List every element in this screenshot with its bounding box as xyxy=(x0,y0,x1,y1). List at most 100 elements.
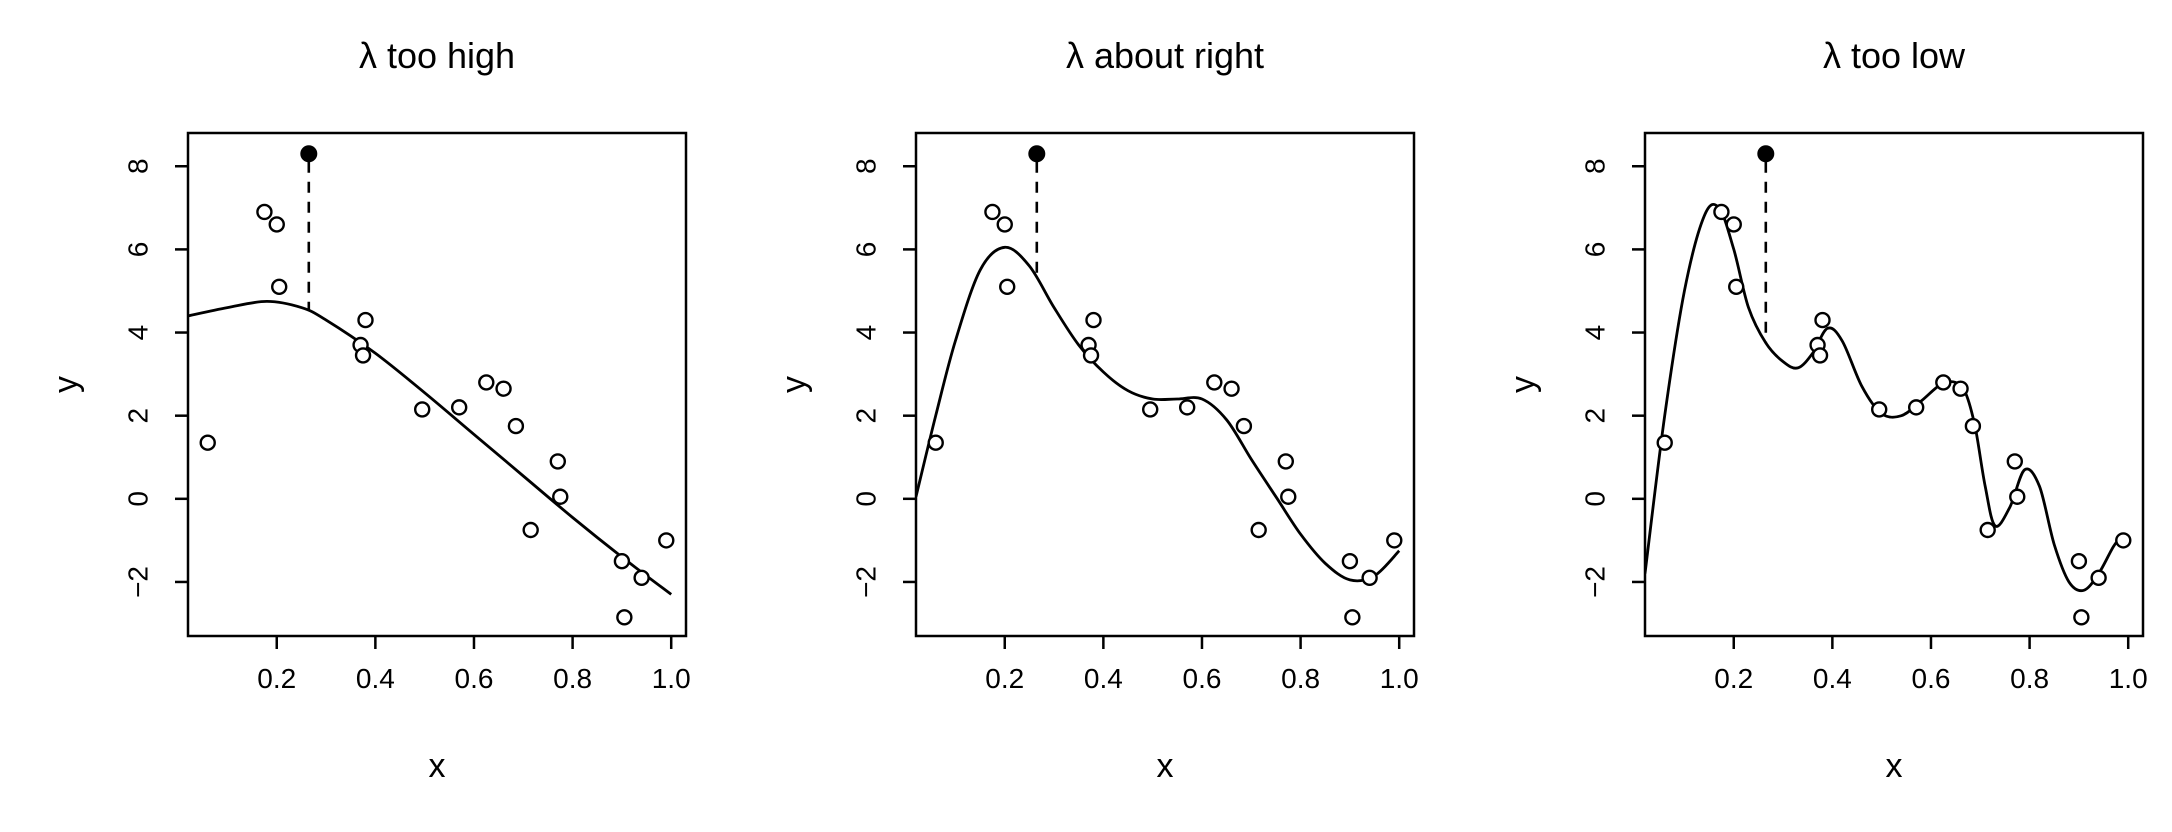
y-axis-label: y xyxy=(47,376,85,393)
data-point xyxy=(2006,453,2024,470)
data-point xyxy=(613,552,631,570)
data-point xyxy=(1964,417,1982,435)
data-point xyxy=(552,488,569,505)
y-tick-label: −2 xyxy=(122,566,153,598)
x-axis-label: x xyxy=(1886,747,1903,785)
plot-frame xyxy=(186,131,688,638)
data-point xyxy=(2115,532,2132,549)
highlight-point xyxy=(300,145,318,163)
data-point xyxy=(1344,609,1361,626)
y-axis: −2 0 2 4 6 8 xyxy=(122,158,188,598)
data-point xyxy=(2070,552,2088,570)
highlight-point xyxy=(1757,145,1775,163)
chart-title: λ about right xyxy=(1066,35,1264,76)
x-tick-label: 0.6 xyxy=(455,663,494,694)
y-tick-label: 6 xyxy=(122,242,153,258)
data-point xyxy=(1235,417,1253,435)
x-tick-label: 1.0 xyxy=(2109,663,2148,694)
x-axis: 0.2 0.4 0.6 0.8 1.0 xyxy=(985,636,1419,694)
data-point xyxy=(414,401,431,418)
x-tick-label: 1.0 xyxy=(1380,663,1419,694)
data-point xyxy=(271,278,288,296)
data-point xyxy=(1142,401,1159,418)
y-axis: −2 0 2 4 6 8 xyxy=(850,158,916,598)
data-point xyxy=(2073,609,2090,626)
data-point xyxy=(1277,453,1295,470)
data-point xyxy=(1280,488,1297,505)
data-point xyxy=(1178,399,1196,416)
data-point xyxy=(522,521,539,539)
data-point xyxy=(1725,216,1742,233)
x-tick-label: 0.2 xyxy=(985,663,1024,694)
y-tick-label: 0 xyxy=(122,491,153,507)
data-point xyxy=(478,374,495,391)
data-point xyxy=(999,278,1016,296)
data-point xyxy=(1082,347,1100,364)
x-tick-label: 0.2 xyxy=(1714,663,1753,694)
x-axis: 0.2 0.4 0.6 0.8 1.0 xyxy=(257,636,691,694)
y-axis: −2 0 2 4 6 8 xyxy=(1579,158,1645,598)
x-tick-label: 0.8 xyxy=(2010,663,2049,694)
panel-lambda-too-high: λ too high x y 0.2 0.4 0.6 0.8 1.0 −2 0 2 4 6 8 xyxy=(47,35,691,785)
x-tick-label: 0.8 xyxy=(553,663,592,694)
x-tick-label: 0.2 xyxy=(257,663,296,694)
data-point xyxy=(1979,521,1996,539)
data-point xyxy=(1656,434,1673,451)
data-point xyxy=(1085,311,1102,329)
data-point xyxy=(507,417,525,435)
y-tick-label: 8 xyxy=(122,158,153,174)
y-tick-label: −2 xyxy=(1579,566,1610,598)
y-tick-label: 2 xyxy=(850,408,881,424)
y-tick-label: 0 xyxy=(850,491,881,507)
data-point xyxy=(1935,374,1952,391)
data-point xyxy=(2090,569,2107,587)
fit-curve-line xyxy=(1645,202,2125,593)
data-point xyxy=(1907,399,1925,416)
data-point xyxy=(1386,532,1403,549)
y-tick-label: 4 xyxy=(1579,325,1610,341)
data-point xyxy=(927,434,944,451)
data-point xyxy=(1341,552,1359,570)
data-point xyxy=(1814,311,1831,329)
y-tick-label: 8 xyxy=(850,158,881,174)
x-tick-label: 0.4 xyxy=(356,663,395,694)
data-point xyxy=(658,532,675,549)
data-point xyxy=(199,434,216,451)
data-point xyxy=(1361,569,1378,587)
data-point xyxy=(984,203,1001,221)
chart-title: λ too high xyxy=(359,35,515,76)
y-tick-label: 2 xyxy=(122,408,153,424)
highlight-point xyxy=(1028,145,1046,163)
data-point xyxy=(1728,278,1745,296)
plot-frame xyxy=(914,131,1416,638)
data-point xyxy=(1871,401,1888,418)
data-point xyxy=(357,311,374,329)
data-point xyxy=(1952,380,1969,397)
panel-lambda-about-right: λ about right x y 0.2 0.4 0.6 0.8 1.0 −2 0 2 4 6 8 xyxy=(775,35,1419,785)
data-point xyxy=(354,347,372,364)
x-tick-label: 0.4 xyxy=(1813,663,1852,694)
x-tick-label: 0.4 xyxy=(1084,663,1123,694)
data-point xyxy=(1713,203,1730,221)
x-axis-label: x xyxy=(1157,747,1174,785)
y-axis-label: y xyxy=(1504,376,1542,393)
x-tick-label: 0.8 xyxy=(1281,663,1320,694)
data-point xyxy=(1250,521,1267,539)
data-points xyxy=(1656,203,2132,626)
data-point xyxy=(616,609,633,626)
data-point xyxy=(2009,488,2026,505)
y-tick-label: 4 xyxy=(850,325,881,341)
data-point xyxy=(1223,380,1240,397)
panel-lambda-too-low: λ too low x y 0.2 0.4 0.6 0.8 1.0 −2 0 2 4 6 8 xyxy=(1504,35,2148,785)
plot-frame xyxy=(1643,131,2145,638)
y-tick-label: 6 xyxy=(1579,242,1610,258)
x-axis: 0.2 0.4 0.6 0.8 1.0 xyxy=(1714,636,2148,694)
data-point xyxy=(1206,374,1223,391)
fit-curve-line xyxy=(188,299,673,596)
data-points xyxy=(927,203,1403,626)
y-tick-label: 6 xyxy=(850,242,881,258)
y-tick-label: 2 xyxy=(1579,408,1610,424)
chart-title: λ too low xyxy=(1823,35,1966,76)
x-tick-label: 1.0 xyxy=(652,663,691,694)
